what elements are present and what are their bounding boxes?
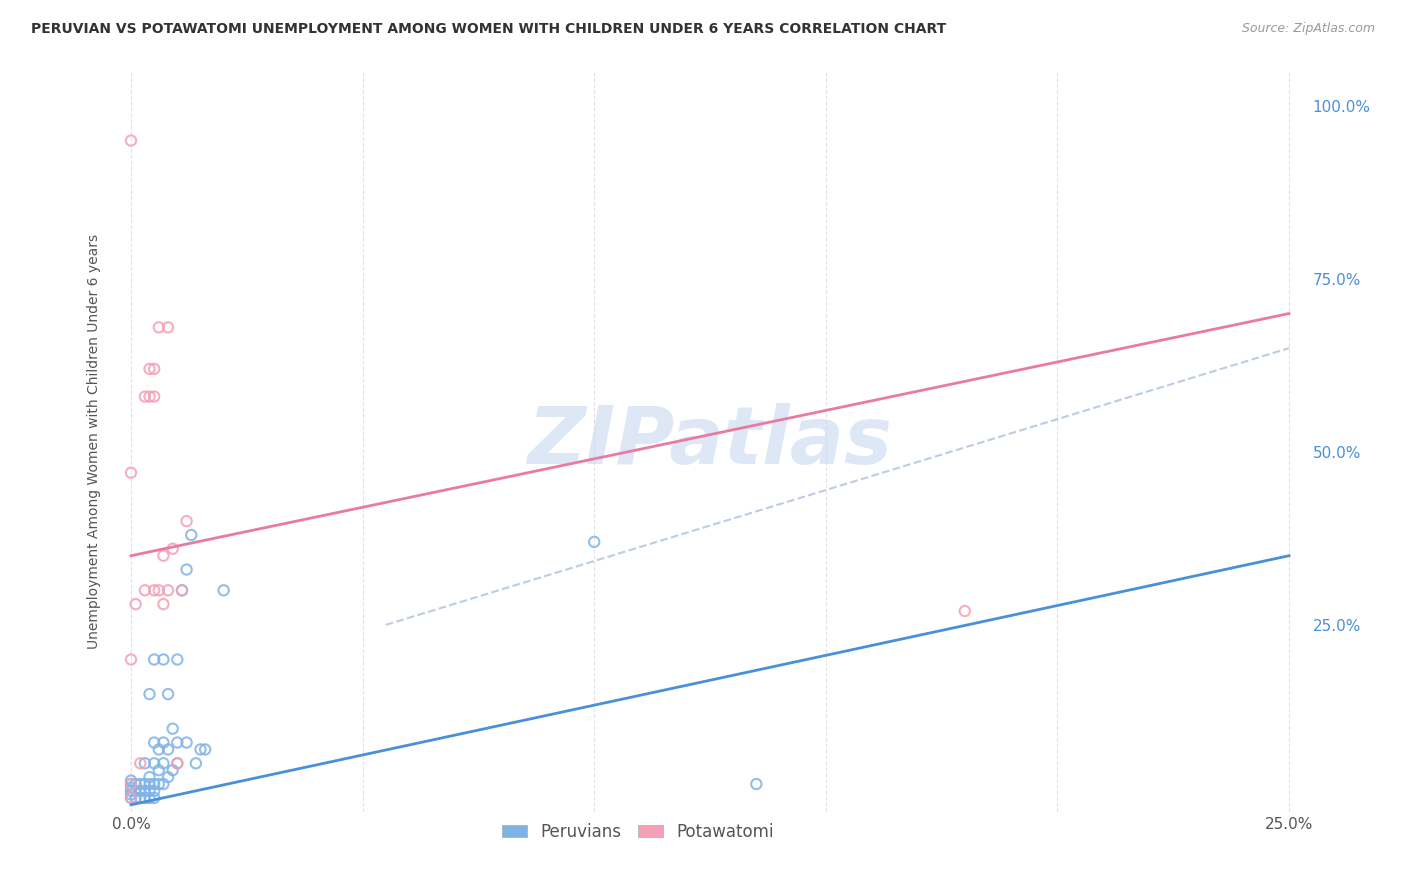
Point	[120, 790, 142, 805]
Point	[134, 583, 156, 598]
Point	[180, 528, 202, 542]
Point	[157, 583, 180, 598]
Point	[166, 756, 188, 771]
Point	[166, 652, 188, 666]
Point	[176, 514, 198, 528]
Point	[134, 790, 156, 805]
Point	[152, 756, 174, 771]
Point	[138, 770, 160, 784]
Point	[176, 563, 198, 577]
Point	[134, 756, 156, 771]
Legend: Peruvians, Potawatomi: Peruvians, Potawatomi	[496, 816, 780, 847]
Point	[120, 777, 142, 791]
Point	[162, 722, 184, 736]
Point	[143, 735, 166, 749]
Text: Source: ZipAtlas.com: Source: ZipAtlas.com	[1241, 22, 1375, 36]
Point	[138, 362, 160, 376]
Point	[129, 790, 152, 805]
Point	[138, 790, 160, 805]
Point	[166, 756, 188, 771]
Point	[212, 583, 235, 598]
Point	[143, 790, 166, 805]
Point	[124, 784, 146, 798]
Point	[194, 742, 217, 756]
Point	[162, 541, 184, 556]
Point	[129, 756, 152, 771]
Point	[583, 534, 606, 549]
Text: ZIPatlas: ZIPatlas	[527, 402, 893, 481]
Point	[129, 777, 152, 791]
Point	[170, 583, 193, 598]
Y-axis label: Unemployment Among Women with Children Under 6 years: Unemployment Among Women with Children U…	[87, 234, 101, 649]
Point	[120, 652, 142, 666]
Point	[184, 756, 207, 771]
Point	[953, 604, 976, 618]
Point	[162, 763, 184, 777]
Point	[143, 390, 166, 404]
Point	[120, 788, 142, 802]
Point	[120, 134, 142, 148]
Point	[134, 777, 156, 791]
Point	[143, 652, 166, 666]
Point	[157, 320, 180, 334]
Point	[148, 763, 170, 777]
Point	[143, 777, 166, 791]
Point	[170, 583, 193, 598]
Point	[124, 597, 146, 611]
Point	[138, 687, 160, 701]
Point	[745, 777, 768, 791]
Point	[152, 735, 174, 749]
Point	[120, 780, 142, 795]
Point	[143, 362, 166, 376]
Point	[152, 597, 174, 611]
Point	[157, 687, 180, 701]
Point	[143, 583, 166, 598]
Point	[120, 790, 142, 805]
Point	[152, 777, 174, 791]
Point	[129, 784, 152, 798]
Point	[190, 742, 212, 756]
Point	[143, 784, 166, 798]
Point	[176, 735, 198, 749]
Point	[120, 784, 142, 798]
Point	[148, 777, 170, 791]
Point	[120, 777, 142, 791]
Point	[138, 784, 160, 798]
Point	[120, 466, 142, 480]
Point	[148, 320, 170, 334]
Point	[148, 583, 170, 598]
Point	[166, 735, 188, 749]
Point	[157, 742, 180, 756]
Point	[148, 742, 170, 756]
Point	[138, 777, 160, 791]
Point	[124, 777, 146, 791]
Point	[157, 770, 180, 784]
Point	[143, 756, 166, 771]
Point	[120, 773, 142, 788]
Point	[152, 549, 174, 563]
Point	[138, 390, 160, 404]
Point	[134, 784, 156, 798]
Point	[134, 390, 156, 404]
Point	[124, 790, 146, 805]
Text: PERUVIAN VS POTAWATOMI UNEMPLOYMENT AMONG WOMEN WITH CHILDREN UNDER 6 YEARS CORR: PERUVIAN VS POTAWATOMI UNEMPLOYMENT AMON…	[31, 22, 946, 37]
Point	[152, 652, 174, 666]
